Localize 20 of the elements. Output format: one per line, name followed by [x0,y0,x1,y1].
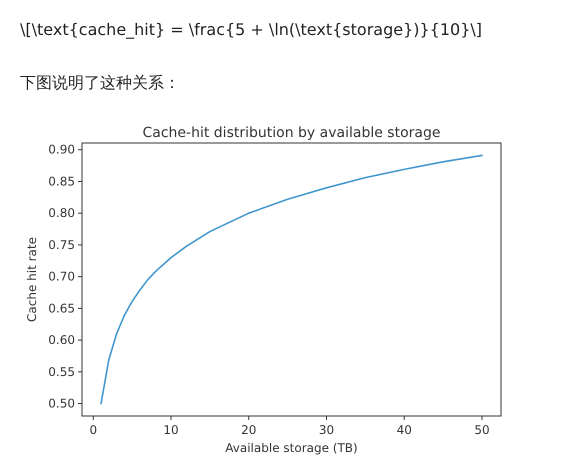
annotation: \[\text{cache_hit} = \frac{5 + \ln(\text{storage})}{10}\] [20,20,482,39]
x-tick-label: 0 [89,423,98,437]
chart-title: Cache-hit distribution by available storage [142,125,440,141]
y-tick-label: 0.60 [48,333,75,348]
y-tick-label: 0.55 [48,364,75,379]
x-tick-label: 40 [396,423,412,437]
x-tick-label: 10 [163,423,179,437]
y-tick-label: 0.65 [48,301,75,316]
y-tick-label: 0.50 [48,396,75,411]
y-axis-title: Cache hit rate [25,237,39,322]
x-tick-label: 30 [318,423,334,437]
y-tick-label: 0.75 [48,238,75,252]
x-axis-title: Available storage (TB) [225,441,358,455]
x-tick-label: 50 [474,423,490,437]
y-tick-label: 0.80 [48,206,75,220]
annotation: 下图说明了这种关系： [20,73,180,92]
x-tick-label: 20 [241,423,256,437]
y-tick-label: 0.70 [48,270,75,284]
y-tick-label: 0.90 [48,142,75,157]
y-tick-label: 0.85 [48,174,75,188]
